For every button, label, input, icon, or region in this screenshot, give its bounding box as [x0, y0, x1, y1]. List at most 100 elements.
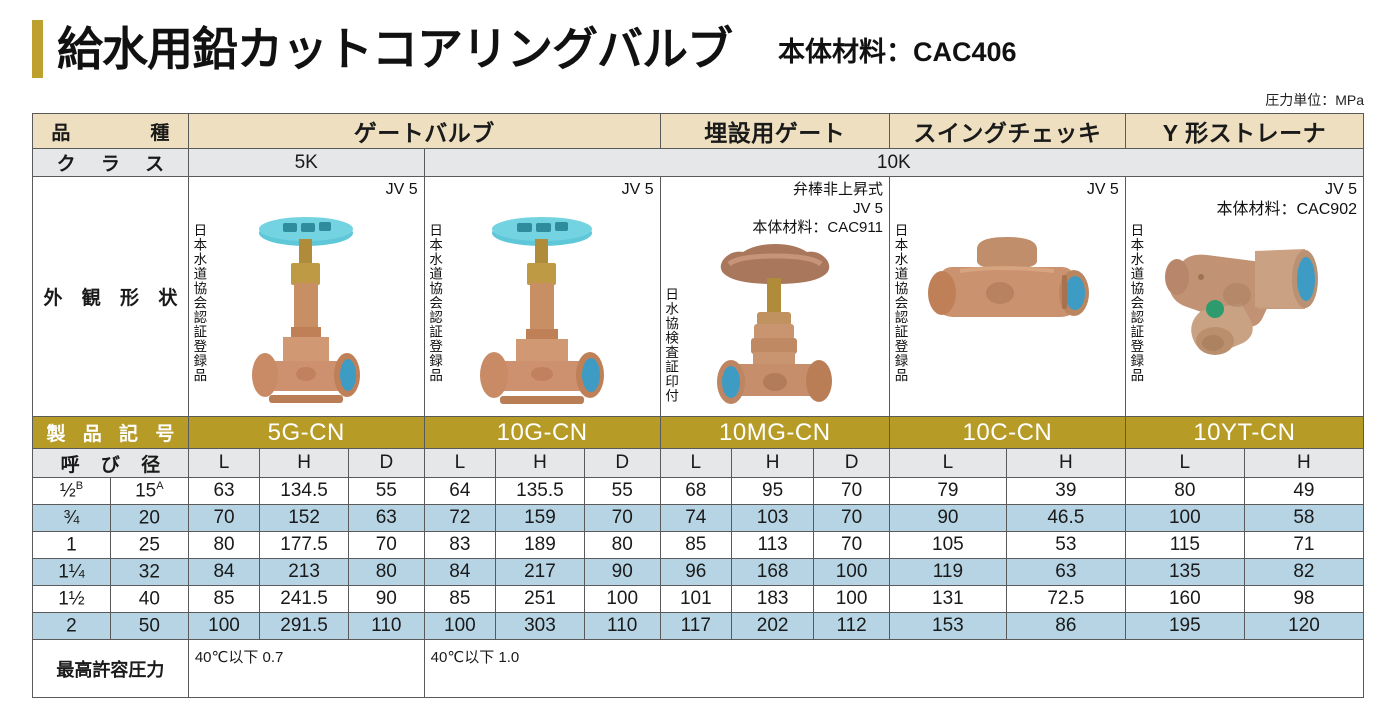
dim-header-12: H	[1243, 448, 1365, 478]
cell: 90	[347, 585, 425, 613]
cell: 84	[423, 558, 497, 586]
cell: 70	[347, 531, 425, 559]
max-pressure-10k: 40℃以下 1.0	[423, 639, 1365, 698]
cell: 90	[888, 504, 1007, 532]
cell: 177.5	[259, 531, 349, 559]
size-a: 40	[109, 585, 189, 613]
cell: 72	[423, 504, 497, 532]
dim-header-8: D	[813, 448, 890, 478]
size-b: 1½	[32, 585, 111, 613]
cell: 53	[1005, 531, 1126, 559]
certification-note-vertical: 日本水道協会認証登録品	[892, 223, 908, 383]
body-material-label: 本体材料：CAC406	[778, 36, 1017, 67]
cell: 55	[583, 477, 661, 505]
cell: 131	[888, 585, 1007, 613]
cell: 85	[187, 585, 261, 613]
table-row-dimension-header: 呼 び 径 L H D L H D L H D L H L H	[32, 448, 1365, 478]
cell: 153	[888, 612, 1007, 640]
cell: 100	[423, 612, 497, 640]
product-code-10yt-cn: 10YT-CN	[1124, 416, 1365, 449]
swing-check-valve-photo	[890, 217, 1125, 355]
cell: 80	[1124, 477, 1245, 505]
dim-header-10: H	[1005, 448, 1126, 478]
y-strainer-photo	[1126, 229, 1363, 375]
product-code-10g-cn: 10G-CN	[423, 416, 661, 449]
cell: 119	[888, 558, 1007, 586]
cell: 183	[730, 585, 815, 613]
row-label-nominal-diameter: 呼 び 径	[32, 448, 189, 478]
product-code-10mg-cn: 10MG-CN	[659, 416, 890, 449]
cell: 213	[259, 558, 349, 586]
cell: 71	[1243, 531, 1365, 559]
table-row: 1½ 40 85 241.5 90 85 251 100 101 183 100…	[32, 585, 1365, 613]
size-b: 1	[32, 531, 111, 559]
cell: 68	[659, 477, 733, 505]
row-label-class: ク ラ ス	[32, 148, 189, 177]
cell: 80	[583, 531, 661, 559]
certification-note-vertical: 日本水道協会認証登録品	[1128, 223, 1144, 383]
cell: 64	[423, 477, 497, 505]
cell: 135	[1124, 558, 1245, 586]
certification-note-vertical: 日本水道協会認証登録品	[191, 223, 207, 383]
table-row-max-pressure: 最高許容圧力 40℃以下 0.7 40℃以下 1.0	[32, 639, 1365, 698]
size-a: 20	[109, 504, 189, 532]
cell: 303	[495, 612, 585, 640]
buried-gate-valve-photo	[661, 235, 889, 413]
cell: 95	[730, 477, 815, 505]
row-label-max-pressure: 最高許容圧力	[32, 639, 189, 698]
cell: 217	[495, 558, 585, 586]
cell: 74	[659, 504, 733, 532]
cell: 291.5	[259, 612, 349, 640]
class-10k: 10K	[423, 148, 1365, 177]
cell: 189	[495, 531, 585, 559]
dim-header-2: D	[347, 448, 425, 478]
product-code-5g-cn: 5G-CN	[187, 416, 425, 449]
cell: 100	[187, 612, 261, 640]
dim-header-1: H	[259, 448, 349, 478]
cell: 168	[730, 558, 815, 586]
cell: 160	[1124, 585, 1245, 613]
cell: 80	[347, 558, 425, 586]
cell: 135.5	[495, 477, 585, 505]
cell: 98	[1243, 585, 1365, 613]
cell: 86	[1005, 612, 1126, 640]
cell: 110	[583, 612, 661, 640]
cell: 79	[888, 477, 1007, 505]
cell: 39	[1005, 477, 1126, 505]
dim-header-9: L	[888, 448, 1007, 478]
size-a: 32	[109, 558, 189, 586]
table-row: ¾ 20 70 152 63 72 159 70 74 103 70 90 46…	[32, 504, 1365, 532]
cell: 70	[813, 504, 890, 532]
cell: 63	[347, 504, 425, 532]
cell: 96	[659, 558, 733, 586]
cell: 120	[1243, 612, 1365, 640]
cell: 134.5	[259, 477, 349, 505]
dim-header-5: D	[583, 448, 661, 478]
size-b: ½B	[32, 477, 111, 505]
appearance-cell-swing-check: 日本水道協会認証登録品 JV 5	[888, 176, 1126, 417]
size-a: 15A	[109, 477, 189, 505]
accent-bar-icon	[32, 20, 43, 78]
cell: 195	[1124, 612, 1245, 640]
max-pressure-5k: 40℃以下 0.7	[187, 639, 425, 698]
cell: 82	[1243, 558, 1365, 586]
cell: 117	[659, 612, 733, 640]
cell: 63	[187, 477, 261, 505]
size-b: ¾	[32, 504, 111, 532]
product-code-10c-cn: 10C-CN	[888, 416, 1126, 449]
cell: 100	[1124, 504, 1245, 532]
cell: 70	[187, 504, 261, 532]
row-label-product-code: 製 品 記 号	[32, 416, 189, 449]
cell: 152	[259, 504, 349, 532]
specification-table: 品 種 ゲートバルブ 埋設用ゲート スイングチェッキ Y 形ストレーナ ク ラ …	[32, 113, 1365, 698]
dim-header-3: L	[423, 448, 497, 478]
class-5k: 5K	[187, 148, 425, 177]
cell: 251	[495, 585, 585, 613]
appearance-cell-buried-gate: 日水協検査証印付 弁棒非上昇式 JV 5 本体材料：CAC911	[659, 176, 890, 417]
table-row-class: ク ラ ス 5K 10K	[32, 148, 1365, 177]
cell: 84	[187, 558, 261, 586]
size-a: 50	[109, 612, 189, 640]
table-row: ½B 15A 63 134.5 55 64 135.5 55 68 95 70 …	[32, 477, 1365, 505]
cell: 58	[1243, 504, 1365, 532]
